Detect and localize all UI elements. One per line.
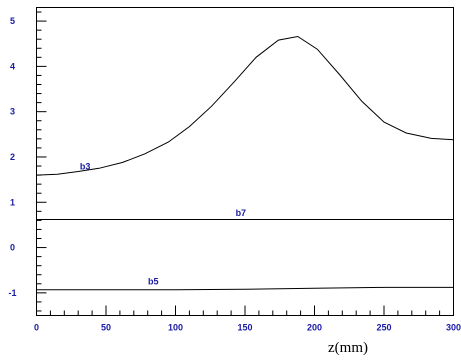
x-tick-label: 50 bbox=[101, 323, 111, 333]
series-label-b5: b5 bbox=[148, 277, 159, 287]
plot-frame bbox=[36, 7, 454, 316]
x-axis-title: z(mm) bbox=[328, 340, 368, 356]
x-tick-label: 0 bbox=[34, 323, 39, 333]
y-tick-label: 1 bbox=[10, 197, 15, 207]
x-tick-label: 250 bbox=[376, 323, 391, 333]
axis-ticks bbox=[36, 11, 454, 316]
series-group: b3 b7 b5 bbox=[36, 35, 454, 291]
series-label-b3: b3 bbox=[80, 162, 91, 172]
x-tick-label: 150 bbox=[237, 323, 252, 333]
series-label-b7: b7 bbox=[236, 208, 247, 218]
x-tick-label: 300 bbox=[446, 323, 461, 333]
y-tick-label: 2 bbox=[10, 152, 15, 162]
series-line-b5 bbox=[36, 286, 454, 291]
y-tick-label: -1 bbox=[8, 288, 16, 298]
series-line-b3 bbox=[36, 35, 454, 176]
y-tick-label: 4 bbox=[10, 61, 15, 71]
y-tick-label: 3 bbox=[10, 107, 15, 117]
tick-labels: 0 50 100 150 200 250 300 -1 0 1 2 3 4 5 bbox=[8, 16, 461, 332]
y-tick-label: 5 bbox=[10, 16, 15, 26]
x-tick-label: 100 bbox=[168, 323, 183, 333]
x-tick-label: 200 bbox=[307, 323, 322, 333]
y-tick-label: 0 bbox=[10, 243, 15, 253]
